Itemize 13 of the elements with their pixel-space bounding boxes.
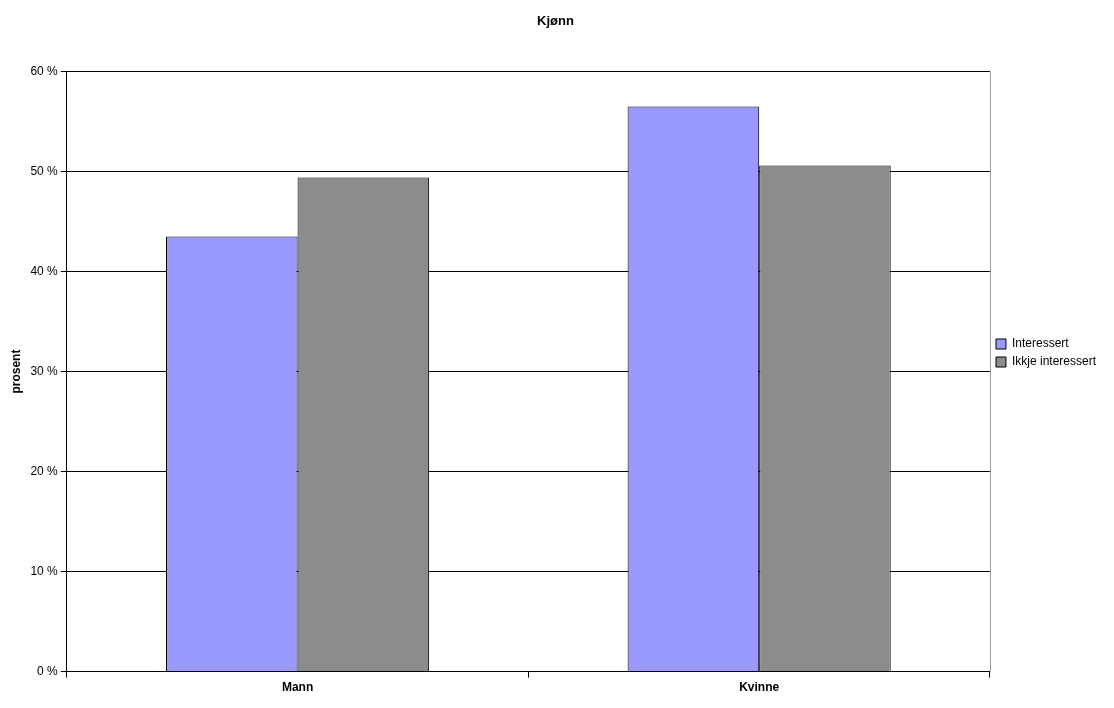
chart-title: Kjønn — [537, 13, 574, 29]
y-tick-label: 20 % — [30, 463, 59, 478]
legend-label: Ikkje interessert — [1011, 354, 1097, 369]
x-tick-label: Mann — [281, 680, 314, 695]
y-tick-label: 60 % — [30, 63, 59, 78]
x-tick-label: Kvinne — [739, 680, 780, 695]
y-tick-label: 40 % — [30, 263, 59, 278]
legend-label: Interessert — [1011, 336, 1070, 351]
y-tick-label: 0 % — [37, 663, 59, 678]
y-tick-label: 50 % — [30, 163, 59, 178]
y-tick-label: 30 % — [30, 363, 59, 378]
y-tick-label: 10 % — [30, 563, 59, 578]
y-axis-title: prosent — [8, 349, 23, 394]
